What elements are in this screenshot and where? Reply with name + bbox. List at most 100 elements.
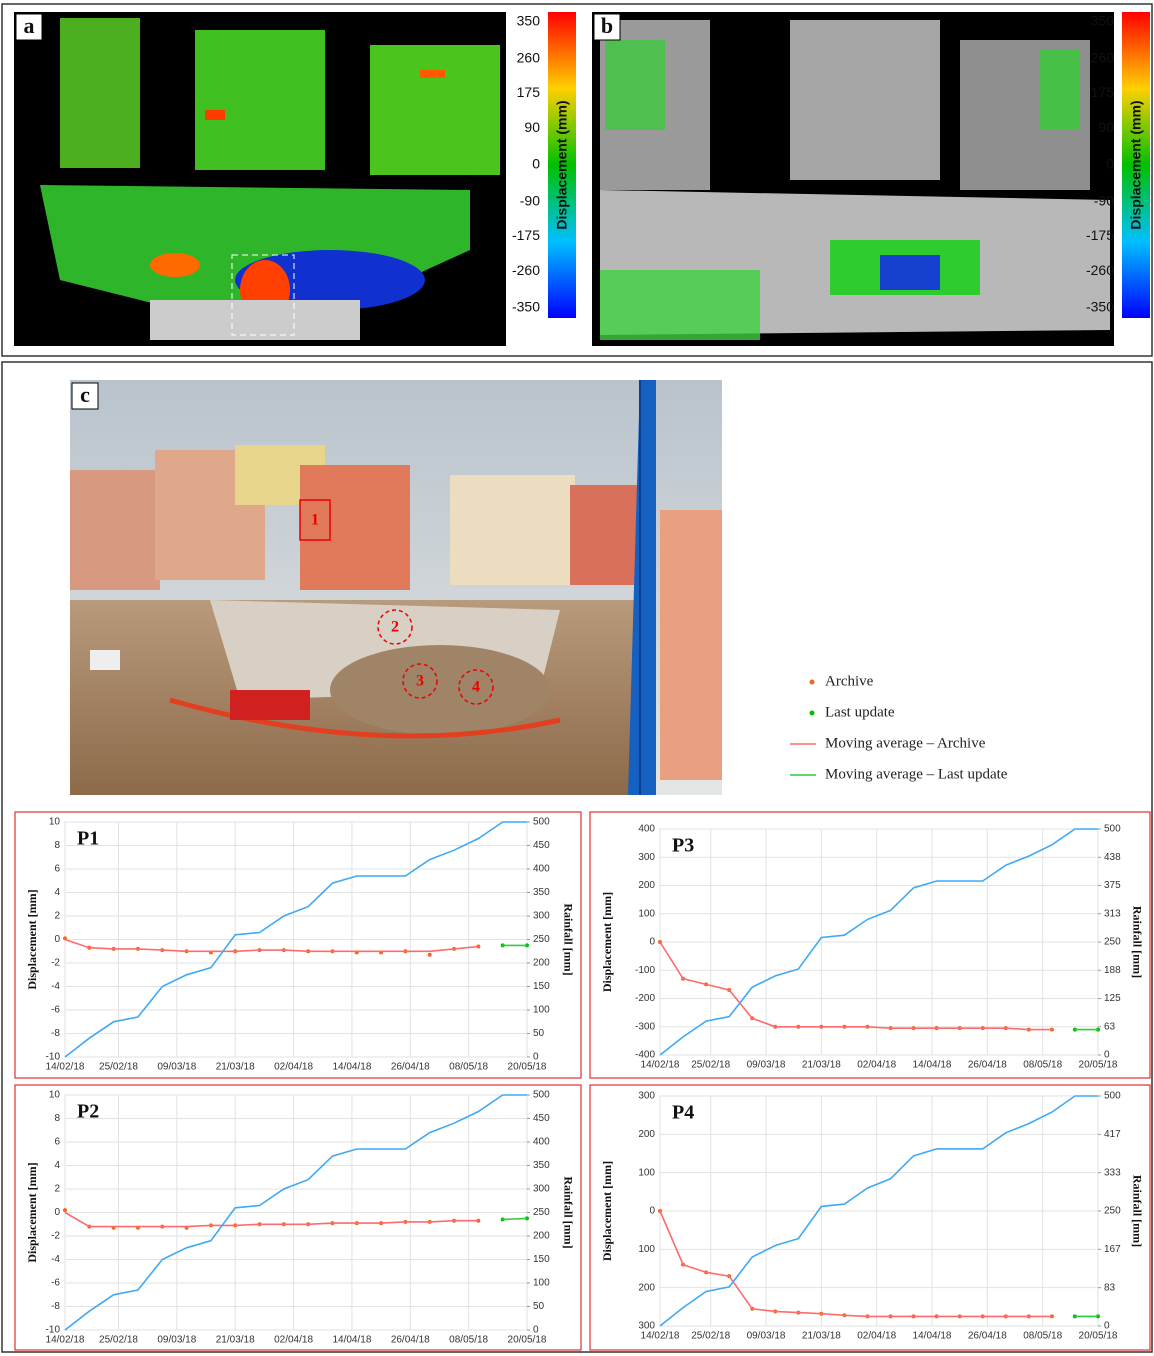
x-tick-label: 08/05/18 — [449, 1335, 488, 1346]
x-tick-label: 21/03/18 — [216, 1062, 255, 1073]
panel-label: b — [601, 13, 613, 38]
x-tick-label: 02/04/18 — [857, 1060, 896, 1071]
y2-tick-label: 417 — [1104, 1129, 1121, 1140]
legend-label: Archive — [825, 673, 874, 689]
y2-tick-label: 0 — [1104, 1050, 1110, 1061]
y2-tick-label: 333 — [1104, 1167, 1121, 1178]
chart-title: P4 — [672, 1102, 694, 1124]
y-tick-label: -6 — [51, 1005, 60, 1016]
x-tick-label: 26/04/18 — [391, 1062, 430, 1073]
colorbar-tick: 175 — [517, 84, 541, 100]
colorbar-tick: 260 — [517, 49, 541, 65]
y-tick-label: 100 — [638, 1167, 655, 1178]
y2-tick-label: 500 — [1104, 824, 1121, 835]
y2-axis-title: Rainfall [mm] — [561, 1176, 575, 1248]
y2-tick-label: 0 — [533, 1052, 539, 1063]
colorbar-tick: -175 — [1086, 227, 1114, 243]
y2-tick-label: 200 — [533, 1231, 550, 1242]
x-tick-label: 14/04/18 — [332, 1335, 371, 1346]
y2-tick-label: 83 — [1104, 1282, 1116, 1293]
legend-marker — [810, 711, 815, 716]
x-tick-label: 21/03/18 — [802, 1060, 841, 1071]
y2-tick-label: 500 — [1104, 1091, 1121, 1102]
photo-marker: 3 — [416, 673, 424, 690]
y2-tick-label: 438 — [1104, 852, 1121, 863]
legend-label: Moving average – Archive — [825, 735, 986, 751]
x-tick-label: 14/02/18 — [641, 1331, 680, 1342]
colorbar-tick: -350 — [512, 299, 540, 315]
x-tick-label: 20/05/18 — [1079, 1060, 1118, 1071]
y-tick-label: -8 — [51, 1028, 60, 1039]
y-tick-label: 6 — [54, 1137, 60, 1148]
panel-label: a — [24, 13, 35, 38]
x-tick-label: 20/05/18 — [1079, 1331, 1118, 1342]
figure: a Displacement (mm) b Displacement (mm) — [0, 0, 1154, 1356]
x-tick-label: 14/02/18 — [46, 1335, 85, 1346]
y-tick-label: -4 — [51, 1254, 60, 1265]
y2-tick-label: 375 — [1104, 880, 1121, 891]
y-tick-label: 300 — [638, 1321, 655, 1332]
x-tick-label: 02/04/18 — [274, 1335, 313, 1346]
y-tick-label: 8 — [54, 1113, 60, 1124]
x-tick-label: 09/03/18 — [157, 1062, 196, 1073]
colorbar-tick: 350 — [517, 13, 541, 29]
y-tick-label: 4 — [54, 887, 60, 898]
y2-tick-label: 63 — [1104, 1021, 1116, 1032]
x-tick-label: 08/05/18 — [449, 1062, 488, 1073]
page: {"panels": { "a": {"label": "a", "colorb… — [0, 0, 1154, 1356]
y2-tick-label: 50 — [533, 1028, 545, 1039]
y-tick-label: 200 — [638, 880, 655, 891]
photo-marker: 1 — [311, 512, 319, 529]
y2-tick-label: 450 — [533, 1113, 550, 1124]
point-cloud-b — [592, 12, 1150, 346]
y-tick-label: 0 — [54, 1207, 60, 1218]
x-tick-label: 14/02/18 — [641, 1060, 680, 1071]
y2-tick-label: 350 — [533, 1160, 550, 1171]
y2-tick-label: 250 — [1104, 1206, 1121, 1217]
chart-title: P2 — [77, 1101, 99, 1123]
colorbar-tick: 0 — [532, 156, 540, 172]
y-tick-label: 0 — [649, 1206, 655, 1217]
y-tick-label: 400 — [638, 824, 655, 835]
x-tick-label: 25/02/18 — [99, 1062, 138, 1073]
y-tick-label: 10 — [49, 1090, 61, 1101]
y2-tick-label: 250 — [533, 934, 550, 945]
y-tick-label: -2 — [51, 1231, 60, 1242]
y2-tick-label: 167 — [1104, 1244, 1121, 1255]
y2-tick-label: 100 — [533, 1278, 550, 1289]
y-axis-title: Displacement [mm] — [25, 889, 39, 989]
x-tick-label: 26/04/18 — [968, 1060, 1007, 1071]
x-tick-label: 02/04/18 — [274, 1062, 313, 1073]
colorbar-tick: 175 — [1091, 84, 1115, 100]
x-tick-label: 02/04/18 — [857, 1331, 896, 1342]
colorbar-tick: 90 — [524, 119, 540, 135]
y2-tick-label: 150 — [533, 981, 550, 992]
y2-tick-label: 400 — [533, 864, 550, 875]
x-tick-label: 14/04/18 — [913, 1060, 952, 1071]
y2-tick-label: 250 — [1104, 937, 1121, 948]
y-tick-label: 0 — [649, 937, 655, 948]
x-tick-label: 26/04/18 — [968, 1331, 1007, 1342]
x-tick-label: 14/04/18 — [332, 1062, 371, 1073]
colorbar-tick: 350 — [1091, 13, 1115, 29]
legend-label: Last update — [825, 704, 895, 720]
x-tick-label: 25/02/18 — [691, 1060, 730, 1071]
x-tick-label: 20/05/18 — [508, 1062, 547, 1073]
y-tick-label: -4 — [51, 981, 60, 992]
panel-label: c — [80, 382, 90, 407]
y-tick-label: -10 — [46, 1325, 61, 1336]
y-tick-label: 8 — [54, 840, 60, 851]
y-tick-label: -6 — [51, 1278, 60, 1289]
data-point — [428, 953, 432, 957]
x-tick-label: 26/04/18 — [391, 1335, 430, 1346]
y2-tick-label: 313 — [1104, 908, 1121, 919]
moving-average-line — [503, 1218, 527, 1219]
x-tick-label: 08/05/18 — [1023, 1060, 1062, 1071]
y-tick-label: 100 — [638, 908, 655, 919]
y2-tick-label: 500 — [533, 817, 550, 828]
x-tick-label: 21/03/18 — [216, 1335, 255, 1346]
y-tick-label: -2 — [51, 958, 60, 969]
x-tick-label: 25/02/18 — [99, 1335, 138, 1346]
colorbar-tick: -350 — [1086, 299, 1114, 315]
y2-tick-label: 100 — [533, 1005, 550, 1016]
